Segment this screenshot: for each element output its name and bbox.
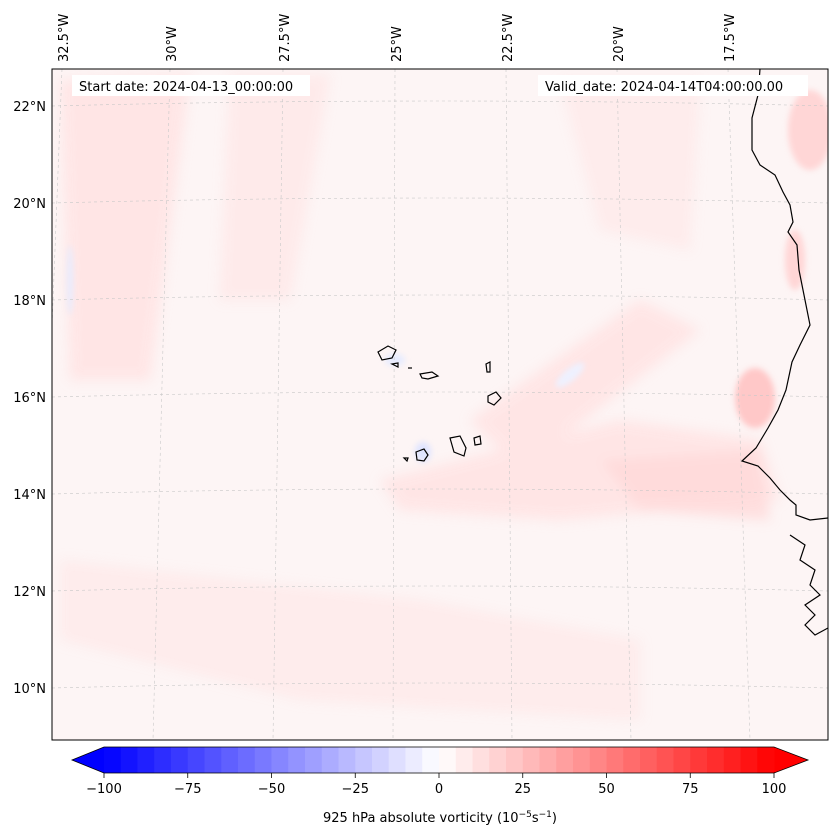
colorbar-step	[673, 747, 691, 773]
colorbar-step	[472, 747, 490, 773]
colorbar-step	[221, 747, 239, 773]
colorbar-step	[707, 747, 725, 773]
colorbar-tick-label: −50	[258, 782, 285, 797]
colorbar-step	[522, 747, 540, 773]
colorbar-step	[171, 747, 189, 773]
colorbar-step	[506, 747, 524, 773]
colorbar-title: 925 hPa absolute vorticity (10−5s−1)	[323, 810, 557, 826]
island-sal	[485, 361, 491, 373]
colorbar-step	[489, 747, 507, 773]
colorbar-step	[254, 747, 272, 773]
colorbar-step	[556, 747, 574, 773]
colorbar-step	[288, 747, 306, 773]
colorbar-step	[740, 747, 758, 773]
colorbar-step	[623, 747, 641, 773]
start-date-box	[72, 75, 310, 96]
colorbar-step	[690, 747, 708, 773]
colorbar-step	[656, 747, 674, 773]
lat-label: 10°N	[13, 682, 46, 697]
colorbar-step	[388, 747, 406, 773]
colorbar-tick-label: 100	[762, 782, 787, 797]
colorbar-tick-label: 25	[514, 782, 531, 797]
colorbar-low-extend	[72, 747, 104, 773]
latitude-labels: 22°N 20°N 18°N 16°N 14°N 12°N 10°N	[13, 100, 46, 697]
colorbar-step	[573, 747, 591, 773]
colorbar-steps	[104, 747, 775, 773]
map-frame	[51, 68, 829, 741]
colorbar-step	[640, 747, 658, 773]
colorbar-high-extend	[774, 747, 808, 773]
lon-label: 25°W	[390, 26, 405, 62]
colorbar-step	[606, 747, 624, 773]
colorbar-tick-label: 0	[435, 782, 443, 797]
colorbar-step	[204, 747, 222, 773]
colorbar-step	[757, 747, 775, 773]
colorbar-step	[104, 747, 122, 773]
colorbar-step	[372, 747, 390, 773]
colorbar-step	[120, 747, 138, 773]
colorbar-tick-label: −75	[174, 782, 201, 797]
colorbar-step	[405, 747, 423, 773]
lat-label: 20°N	[13, 197, 46, 212]
colorbar-step	[539, 747, 557, 773]
cape-verde-islands	[377, 345, 502, 463]
colorbar-step	[137, 747, 155, 773]
colorbar-step	[187, 747, 205, 773]
lon-label: 32.5°W	[57, 14, 72, 62]
colorbar-ticks: −100 −75 −50 −25 0 25 50 75 100	[86, 773, 786, 797]
island-sao-nicolau	[419, 371, 440, 380]
colorbar: −100 −75 −50 −25 0 25 50 75 100 925 hPa absolute…	[70, 746, 810, 826]
colorbar-tick-label: 50	[598, 782, 615, 797]
vorticity-field	[60, 75, 828, 720]
lat-label: 16°N	[13, 391, 46, 406]
colorbar-tick-label: −100	[86, 782, 122, 797]
island-santiago	[449, 435, 467, 457]
colorbar-step	[589, 747, 607, 773]
colorbar-step	[338, 747, 356, 773]
lat-label: 14°N	[13, 488, 46, 503]
island-boa-vista	[487, 391, 502, 406]
lon-label: 30°W	[165, 26, 180, 62]
graticule	[52, 69, 828, 740]
colorbar-step	[455, 747, 473, 773]
lat-label: 22°N	[13, 100, 46, 115]
colorbar-step	[439, 747, 457, 773]
lat-label: 18°N	[13, 294, 46, 309]
colorbar-tick-label: 75	[682, 782, 699, 797]
island-sao-vicente	[390, 362, 399, 368]
longitude-labels: 32.5°W 30°W 27.5°W 25°W 22.5°W 20°W 17.5…	[57, 14, 738, 62]
island-brava	[402, 457, 409, 463]
lon-label: 27.5°W	[278, 14, 293, 62]
africa-coastline	[740, 69, 828, 636]
colorbar-tick-label: −25	[342, 782, 369, 797]
colorbar-step	[271, 747, 289, 773]
lat-label: 12°N	[13, 585, 46, 600]
lon-label: 20°W	[612, 26, 627, 62]
colorbar-step	[321, 747, 339, 773]
island-maio	[473, 435, 482, 446]
colorbar-step	[723, 747, 741, 773]
valid-date-label: Valid_date: 2024-04-14T04:00:00.00	[545, 80, 783, 95]
colorbar-step	[154, 747, 172, 773]
lon-label: 17.5°W	[723, 14, 738, 62]
start-date-label: Start date: 2024-04-13_00:00:00	[79, 80, 293, 95]
colorbar-step	[355, 747, 373, 773]
lon-label: 22.5°W	[501, 14, 516, 62]
colorbar-step	[305, 747, 323, 773]
valid-date-box	[538, 75, 808, 96]
colorbar-step	[422, 747, 440, 773]
colorbar-step	[238, 747, 256, 773]
island-fogo	[415, 448, 429, 462]
island-santo-antao	[377, 345, 397, 361]
